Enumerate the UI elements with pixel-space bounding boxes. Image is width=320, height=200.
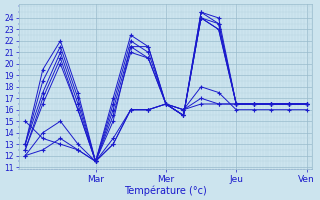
X-axis label: Température (°c): Température (°c) (124, 185, 207, 196)
